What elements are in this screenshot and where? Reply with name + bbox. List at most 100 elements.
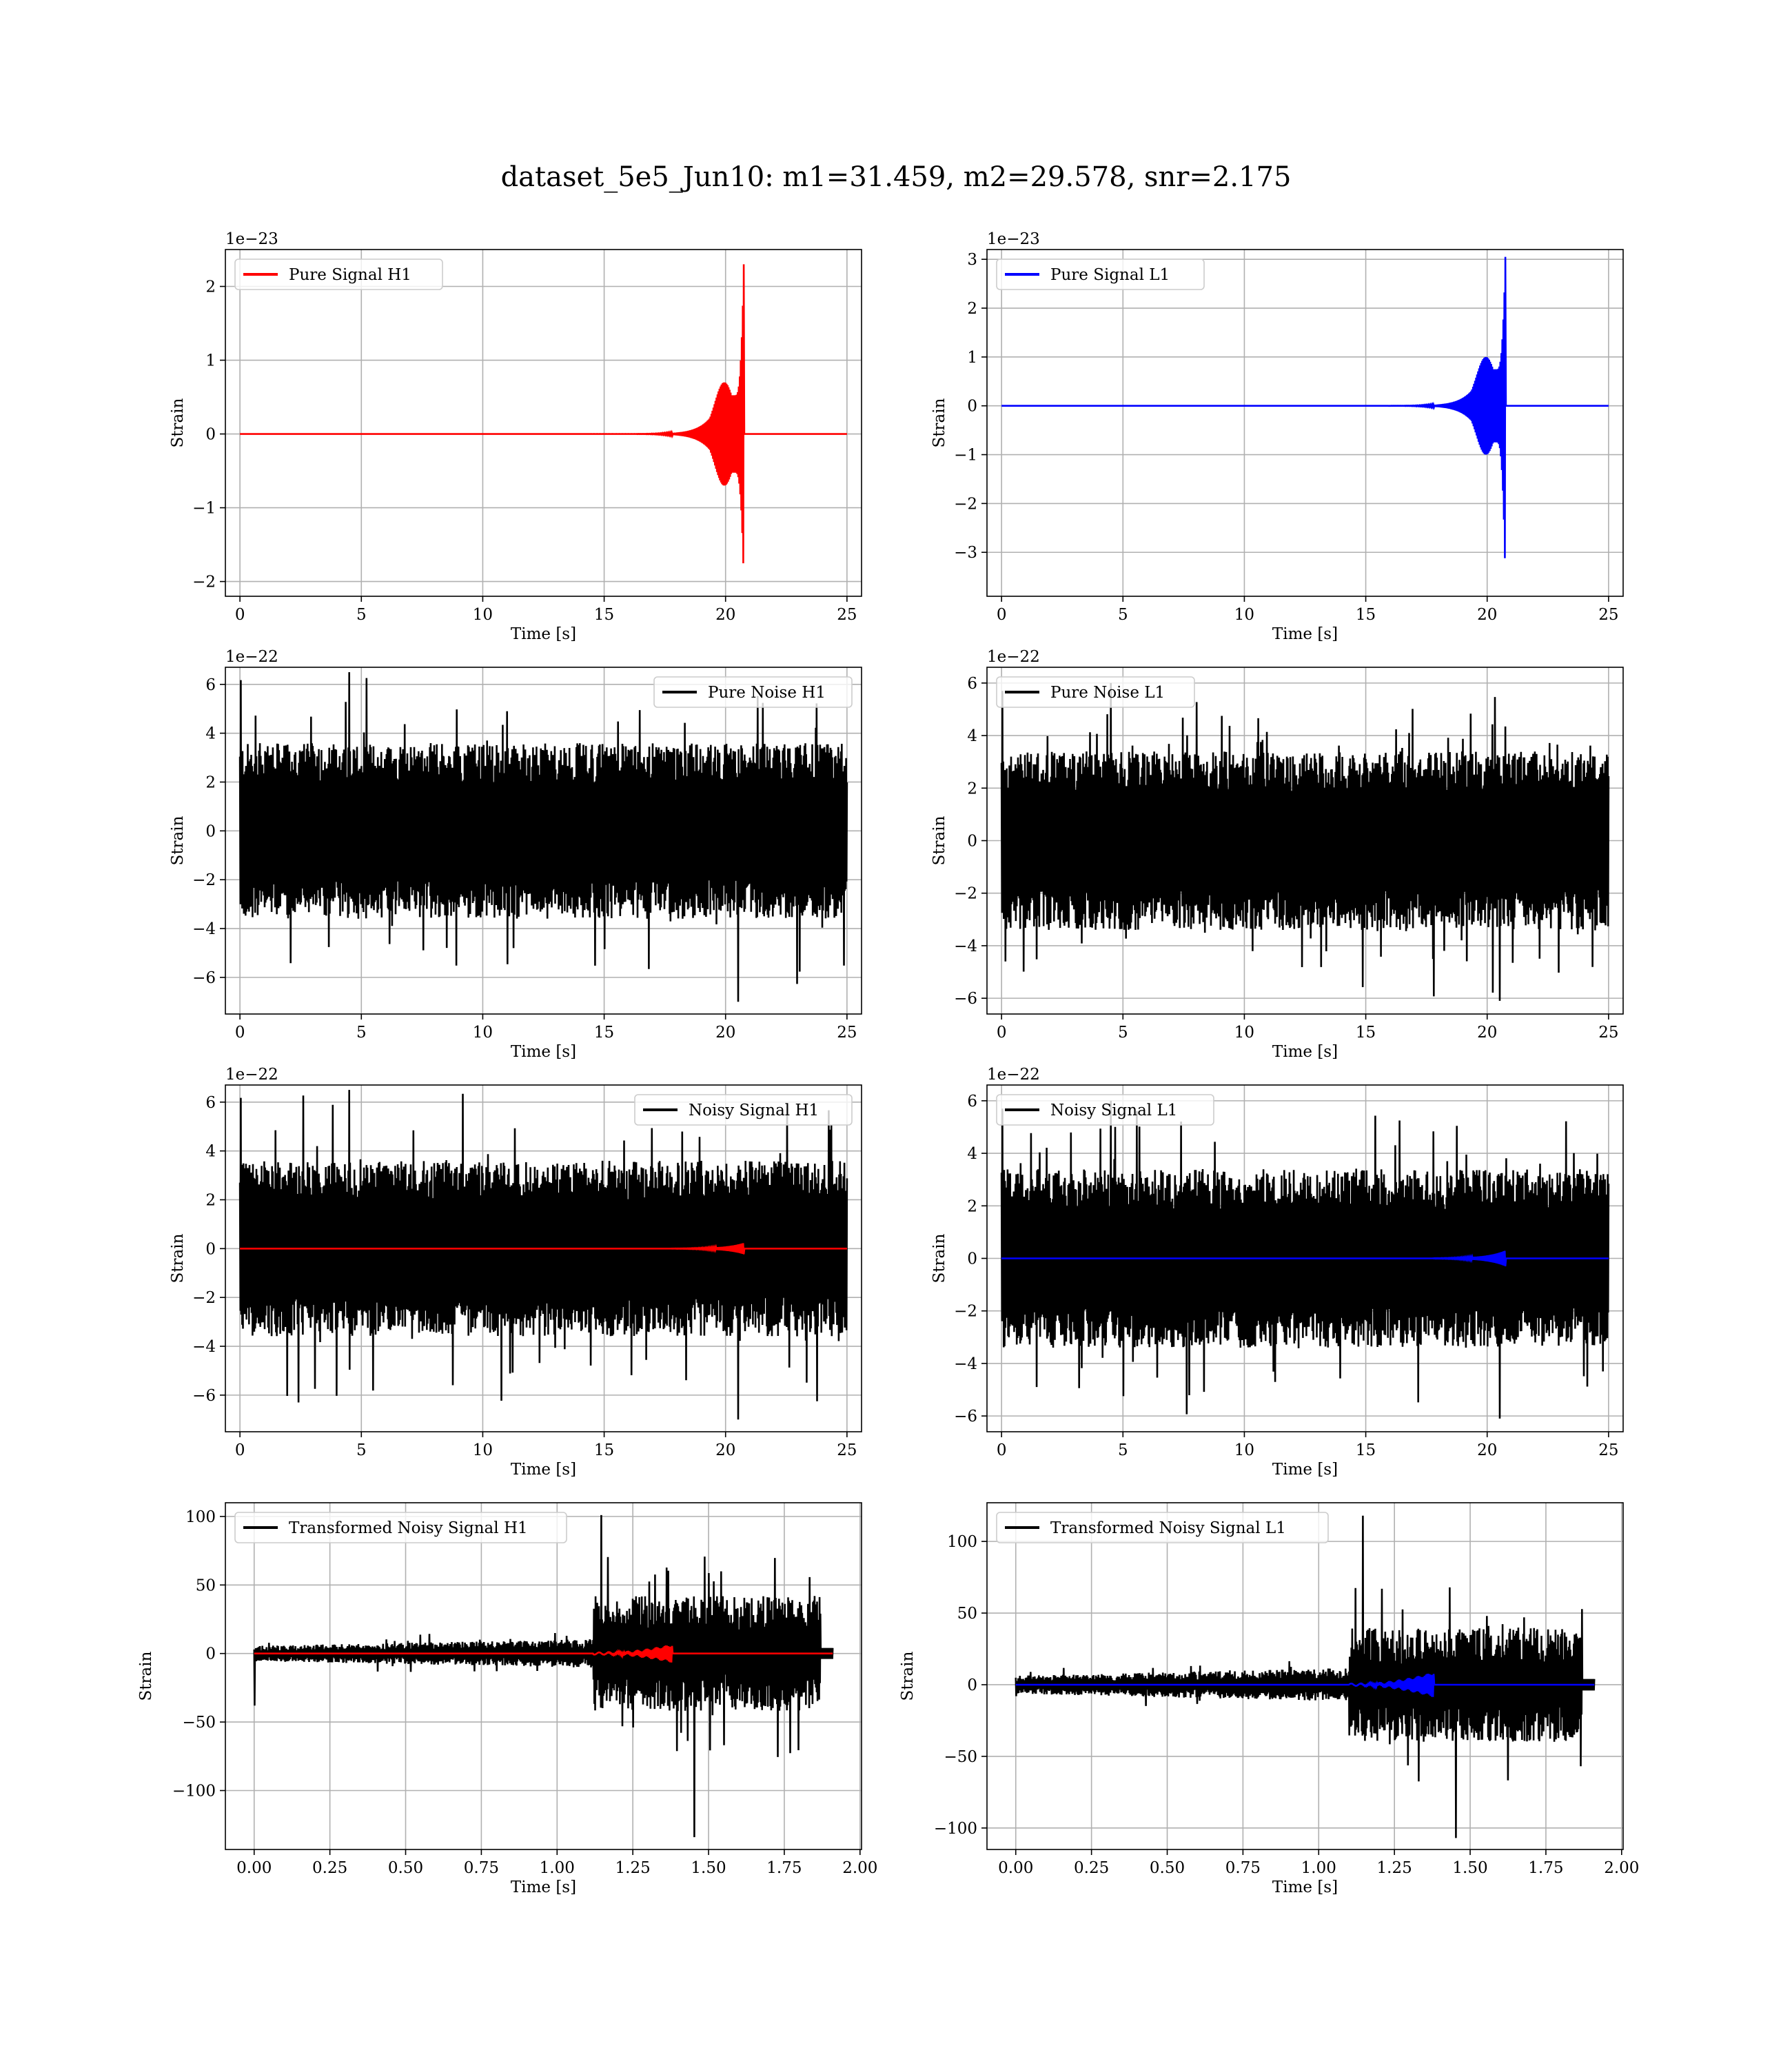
x-axis-label: Time [s] bbox=[511, 1043, 576, 1061]
x-tick-label: 0.50 bbox=[388, 1859, 423, 1877]
x-axis-label: Time [s] bbox=[511, 1878, 576, 1896]
x-tick-label: 2.00 bbox=[842, 1859, 877, 1877]
axes-frame bbox=[225, 1084, 862, 1432]
x-tick-label: 0 bbox=[235, 1024, 245, 1042]
legend-label: Pure Signal H1 bbox=[289, 266, 411, 284]
y-tick-label: −2 bbox=[954, 495, 977, 513]
x-tick-label: 25 bbox=[837, 1024, 857, 1042]
series-line-p3-0 bbox=[1000, 682, 1610, 1001]
x-tick-label: 5 bbox=[356, 606, 367, 624]
axis-offset-text: 1e−22 bbox=[987, 648, 1040, 666]
subplot-p2: 0 5 10 15 20 25 −6 −4 −2 0 2 4 6 Time [s] Strain 1e−22 P… bbox=[169, 648, 862, 1061]
x-tick-label: 1.25 bbox=[615, 1859, 651, 1877]
axis-offset-text: 1e−22 bbox=[225, 1066, 278, 1084]
x-tick-label: 10 bbox=[1234, 606, 1254, 624]
y-tick-label: −50 bbox=[182, 1714, 216, 1732]
x-tick-label: 20 bbox=[715, 1441, 735, 1459]
x-axis-label: Time [s] bbox=[1272, 1043, 1338, 1061]
y-tick-label: 50 bbox=[957, 1605, 977, 1623]
axis-offset-text: 1e−22 bbox=[987, 1066, 1040, 1084]
legend-label: Pure Signal L1 bbox=[1050, 266, 1170, 284]
series-line-p4-1 bbox=[240, 1243, 847, 1255]
x-tick-label: 10 bbox=[1234, 1441, 1254, 1459]
y-tick-label: 4 bbox=[967, 1145, 977, 1163]
y-tick-label: −4 bbox=[954, 937, 977, 955]
y-tick-label: −100 bbox=[172, 1783, 216, 1801]
y-axis-label: Strain bbox=[899, 1651, 917, 1701]
x-tick-label: 0 bbox=[235, 1441, 245, 1459]
x-tick-label: 5 bbox=[1118, 1024, 1128, 1042]
series-line-p1-0 bbox=[1001, 256, 1609, 558]
x-tick-label: 20 bbox=[1477, 1024, 1497, 1042]
x-tick-label: 0.00 bbox=[998, 1859, 1033, 1877]
x-tick-label: 25 bbox=[837, 1441, 857, 1459]
x-tick-label: 1.00 bbox=[540, 1859, 575, 1877]
subplot-p5: 0 5 10 15 20 25 −6 −4 −2 0 2 4 6 Time [s] Strain 1e−22 N… bbox=[930, 1066, 1624, 1479]
x-tick-label: 0.50 bbox=[1150, 1859, 1185, 1877]
x-tick-label: 15 bbox=[1356, 1441, 1376, 1459]
y-axis-label: Strain bbox=[169, 1233, 187, 1283]
y-tick-label: 0 bbox=[967, 833, 977, 851]
y-tick-label: 0 bbox=[205, 1240, 216, 1258]
x-tick-label: 1.75 bbox=[1528, 1859, 1563, 1877]
y-tick-label: −1 bbox=[192, 500, 216, 518]
legend: Pure Signal L1 bbox=[996, 258, 1205, 290]
series-line-p2-0 bbox=[238, 672, 848, 1002]
y-tick-label: 2 bbox=[205, 278, 216, 296]
y-tick-label: 6 bbox=[205, 676, 216, 694]
y-tick-label: 0 bbox=[205, 1645, 216, 1663]
x-axis-label: Time [s] bbox=[1272, 1461, 1338, 1479]
y-tick-label: 0 bbox=[205, 426, 216, 444]
axes-frame bbox=[225, 1502, 862, 1850]
y-tick-label: 2 bbox=[967, 300, 977, 318]
x-tick-label: 0 bbox=[997, 606, 1007, 624]
legend: Pure Noise H1 bbox=[653, 676, 853, 708]
legend: Noisy Signal H1 bbox=[634, 1094, 853, 1126]
series-line-p7-1 bbox=[1015, 1674, 1595, 1697]
y-tick-label: −1 bbox=[954, 447, 977, 465]
y-tick-label: 4 bbox=[205, 725, 216, 743]
legend-label: Transformed Noisy Signal L1 bbox=[1050, 1519, 1286, 1537]
legend-label: Pure Noise L1 bbox=[1050, 684, 1165, 702]
x-axis-label: Time [s] bbox=[1272, 1878, 1338, 1896]
x-tick-label: 1.25 bbox=[1377, 1859, 1412, 1877]
y-tick-label: −50 bbox=[944, 1748, 977, 1766]
y-tick-label: −6 bbox=[954, 1408, 977, 1426]
y-tick-label: −2 bbox=[954, 885, 977, 903]
x-tick-label: 2.00 bbox=[1604, 1859, 1639, 1877]
subplot-p3: 0 5 10 15 20 25 −6 −4 −2 0 2 4 6 Time [s] Strain 1e−22 P… bbox=[930, 648, 1624, 1061]
y-tick-label: −2 bbox=[192, 574, 216, 591]
axes-frame bbox=[986, 1502, 1624, 1850]
series-line-p0-0 bbox=[240, 264, 847, 564]
x-tick-label: 10 bbox=[1234, 1024, 1254, 1042]
x-tick-label: 1.50 bbox=[691, 1859, 726, 1877]
legend-label: Noisy Signal H1 bbox=[689, 1102, 819, 1119]
subplot-p7: 0.00 0.25 0.50 0.75 1.00 1.25 1.50 1.75 2.00 −100… bbox=[899, 1502, 1639, 1896]
x-tick-label: 15 bbox=[1356, 606, 1376, 624]
x-tick-label: 20 bbox=[715, 1024, 735, 1042]
legend: Transformed Noisy Signal L1 bbox=[996, 1512, 1329, 1543]
y-tick-label: 1 bbox=[205, 352, 216, 370]
y-tick-label: 0 bbox=[205, 822, 216, 840]
y-tick-label: 3 bbox=[967, 251, 977, 269]
legend: Transformed Noisy Signal H1 bbox=[234, 1512, 567, 1543]
x-tick-label: 20 bbox=[1477, 606, 1497, 624]
x-tick-label: 10 bbox=[473, 1441, 493, 1459]
y-tick-label: 0 bbox=[967, 1250, 977, 1268]
x-tick-label: 25 bbox=[1598, 606, 1618, 624]
legend: Pure Noise L1 bbox=[996, 676, 1195, 708]
y-tick-label: 2 bbox=[967, 780, 977, 798]
figure-title: dataset_5e5_Jun10: m1=31.459, m2=29.578,… bbox=[501, 161, 1292, 193]
x-axis-label: Time [s] bbox=[511, 1461, 576, 1479]
x-axis-label: Time [s] bbox=[1272, 625, 1338, 643]
x-tick-label: 1.75 bbox=[766, 1859, 802, 1877]
x-tick-label: 0 bbox=[997, 1441, 1007, 1459]
subplot-p0: 0 5 10 15 20 25 −2 −1 0 1 2 Time [s] Strain 1e−23 Pure… bbox=[169, 230, 862, 643]
axes-frame bbox=[225, 249, 862, 597]
x-tick-label: 5 bbox=[356, 1441, 367, 1459]
series-line-p7-0 bbox=[1015, 1515, 1596, 1838]
x-tick-label: 0.25 bbox=[312, 1859, 347, 1877]
y-axis-label: Strain bbox=[930, 815, 948, 865]
y-tick-label: −2 bbox=[192, 1289, 216, 1307]
x-tick-label: 10 bbox=[473, 606, 493, 624]
